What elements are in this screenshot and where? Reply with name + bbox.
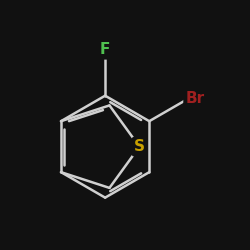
Text: Br: Br (186, 91, 205, 106)
Text: F: F (100, 42, 110, 57)
Text: S: S (134, 139, 145, 154)
